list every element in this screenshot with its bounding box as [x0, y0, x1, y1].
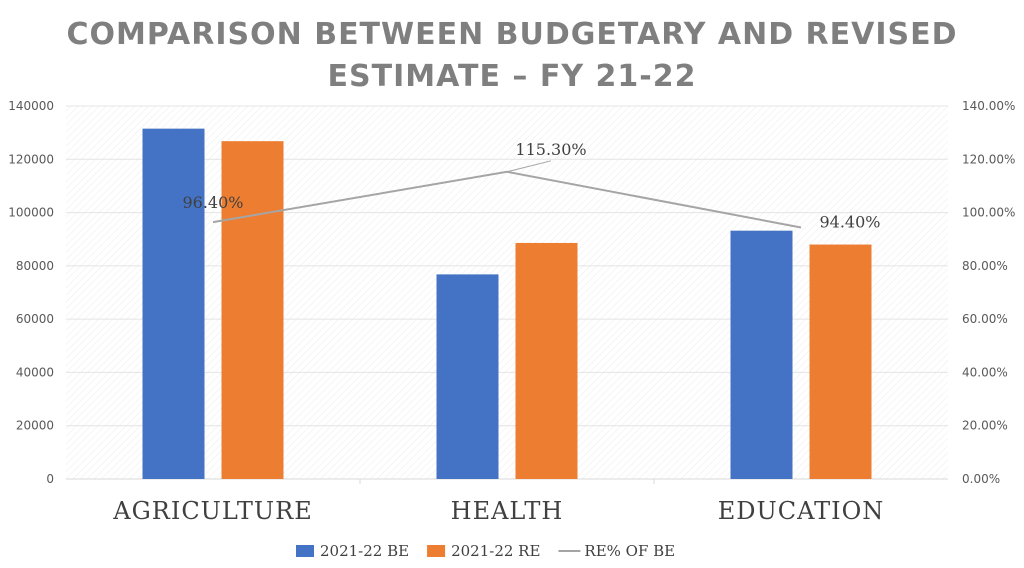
- legend-swatch: [296, 545, 314, 557]
- category-label: HEALTH: [451, 497, 564, 525]
- chart-title-line-2: ESTIMATE – FY 21-22: [328, 59, 697, 94]
- legend-label: 2021-22 RE: [451, 542, 540, 560]
- right-tick-label: 100.00%: [962, 206, 1015, 220]
- bar: [142, 128, 205, 479]
- bar: [809, 244, 872, 479]
- bar: [436, 274, 499, 479]
- line-series: 96.40% 115.30% 94.40%: [182, 140, 880, 232]
- bar: [730, 230, 793, 479]
- plot-area: [66, 106, 948, 479]
- right-tick-label: 0.00%: [962, 472, 1000, 486]
- right-tick-label: 60.00%: [962, 312, 1008, 326]
- right-tick-label: 140.00%: [962, 99, 1015, 113]
- left-tick-label: 40000: [16, 365, 54, 379]
- left-tick-label: 140000: [8, 99, 54, 113]
- category-label: EDUCATION: [718, 497, 885, 525]
- left-tick-label: 100000: [8, 206, 54, 220]
- legend-swatch: [427, 545, 446, 557]
- left-tick-label: 20000: [16, 419, 54, 433]
- legend-label: 2021-22 BE: [320, 542, 409, 560]
- left-axis: 0 20000 40000 60000 80000 100000 120000 140000: [8, 99, 54, 486]
- data-label: 115.30%: [515, 140, 586, 159]
- left-tick-label: 0: [46, 472, 54, 486]
- bar: [515, 242, 578, 479]
- data-label-leader: [506, 160, 552, 173]
- left-tick-label: 80000: [16, 259, 54, 273]
- right-tick-label: 80.00%: [962, 259, 1008, 273]
- right-axis: 0.00% 20.00% 40.00% 60.00% 80.00% 100.00% 120.…: [962, 99, 1015, 486]
- left-tick-label: 60000: [16, 312, 54, 326]
- data-label: 94.40%: [819, 212, 880, 231]
- left-tick-label: 120000: [8, 152, 54, 166]
- category-axis: AGRICULTURE HEALTH EDUCATION: [112, 479, 885, 525]
- category-label: AGRICULTURE: [112, 497, 312, 525]
- right-tick-label: 20.00%: [962, 419, 1008, 433]
- data-label: 96.40%: [182, 193, 243, 212]
- bar: [221, 141, 284, 479]
- legend: 2021-22 BE 2021-22 RE RE% OF BE: [296, 542, 675, 560]
- legend-label: RE% OF BE: [584, 542, 675, 560]
- right-tick-label: 40.00%: [962, 365, 1008, 379]
- right-tick-label: 120.00%: [962, 152, 1015, 166]
- chart-title-line-1: COMPARISON BETWEEN BUDGETARY AND REVISED: [66, 17, 957, 52]
- gridlines: [66, 105, 948, 480]
- bar-series: [142, 128, 872, 479]
